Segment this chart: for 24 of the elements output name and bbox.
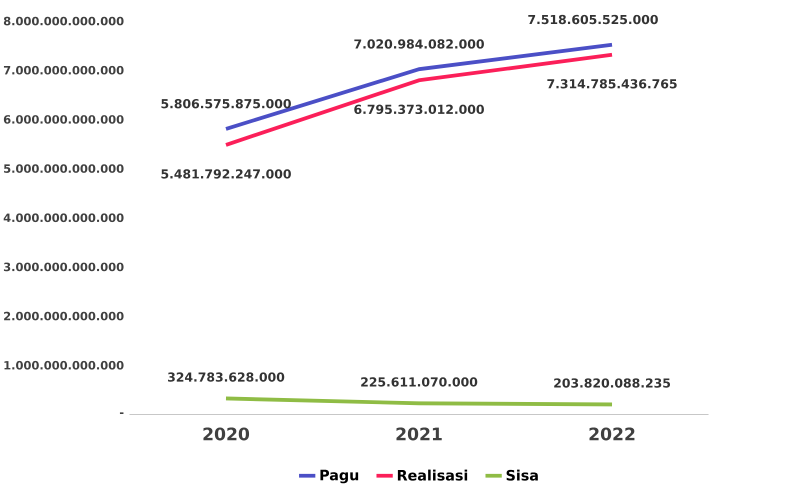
x-tick-label: 2020 (203, 427, 250, 440)
legend-label: Pagu (320, 470, 358, 484)
data-label: 225.611.070.000 (361, 377, 478, 387)
data-label: 324.783.628.000 (168, 372, 284, 382)
data-label: 203.820.088.235 (554, 378, 670, 388)
data-label: 7.020.984.082.000 (354, 39, 484, 49)
data-label: 7.518.605.525.000 (528, 14, 658, 24)
y-tick-label: 7.000.000.000.000 (4, 66, 124, 75)
y-tick-label: - (120, 412, 124, 414)
y-tick-label: 3.000.000.000.000 (4, 262, 124, 272)
data-label: 5.481.792.247.000 (161, 169, 291, 179)
y-tick-label: 4.000.000.000.000 (4, 213, 124, 222)
y-tick-label: 1.000.000.000.000 (4, 360, 124, 370)
y-tick-label: 5.000.000.000.000 (4, 164, 124, 173)
legend-label: Sisa (506, 470, 538, 481)
legend-label: Realisasi (398, 470, 468, 481)
y-tick-label: 8.000.000.000.000 (4, 16, 124, 26)
x-tick-label: 2021 (396, 427, 442, 440)
x-tick-label: 2022 (590, 427, 634, 440)
y-tick-label: 6.000.000.000.000 (4, 115, 124, 124)
data-label: 5.806.575.875.000 (161, 99, 291, 108)
data-label: 6.795.373.012.000 (354, 104, 484, 114)
y-tick-label: 2.000.000.000.000 (4, 312, 124, 320)
data-label: 7.314.785.436.765 (547, 79, 677, 88)
